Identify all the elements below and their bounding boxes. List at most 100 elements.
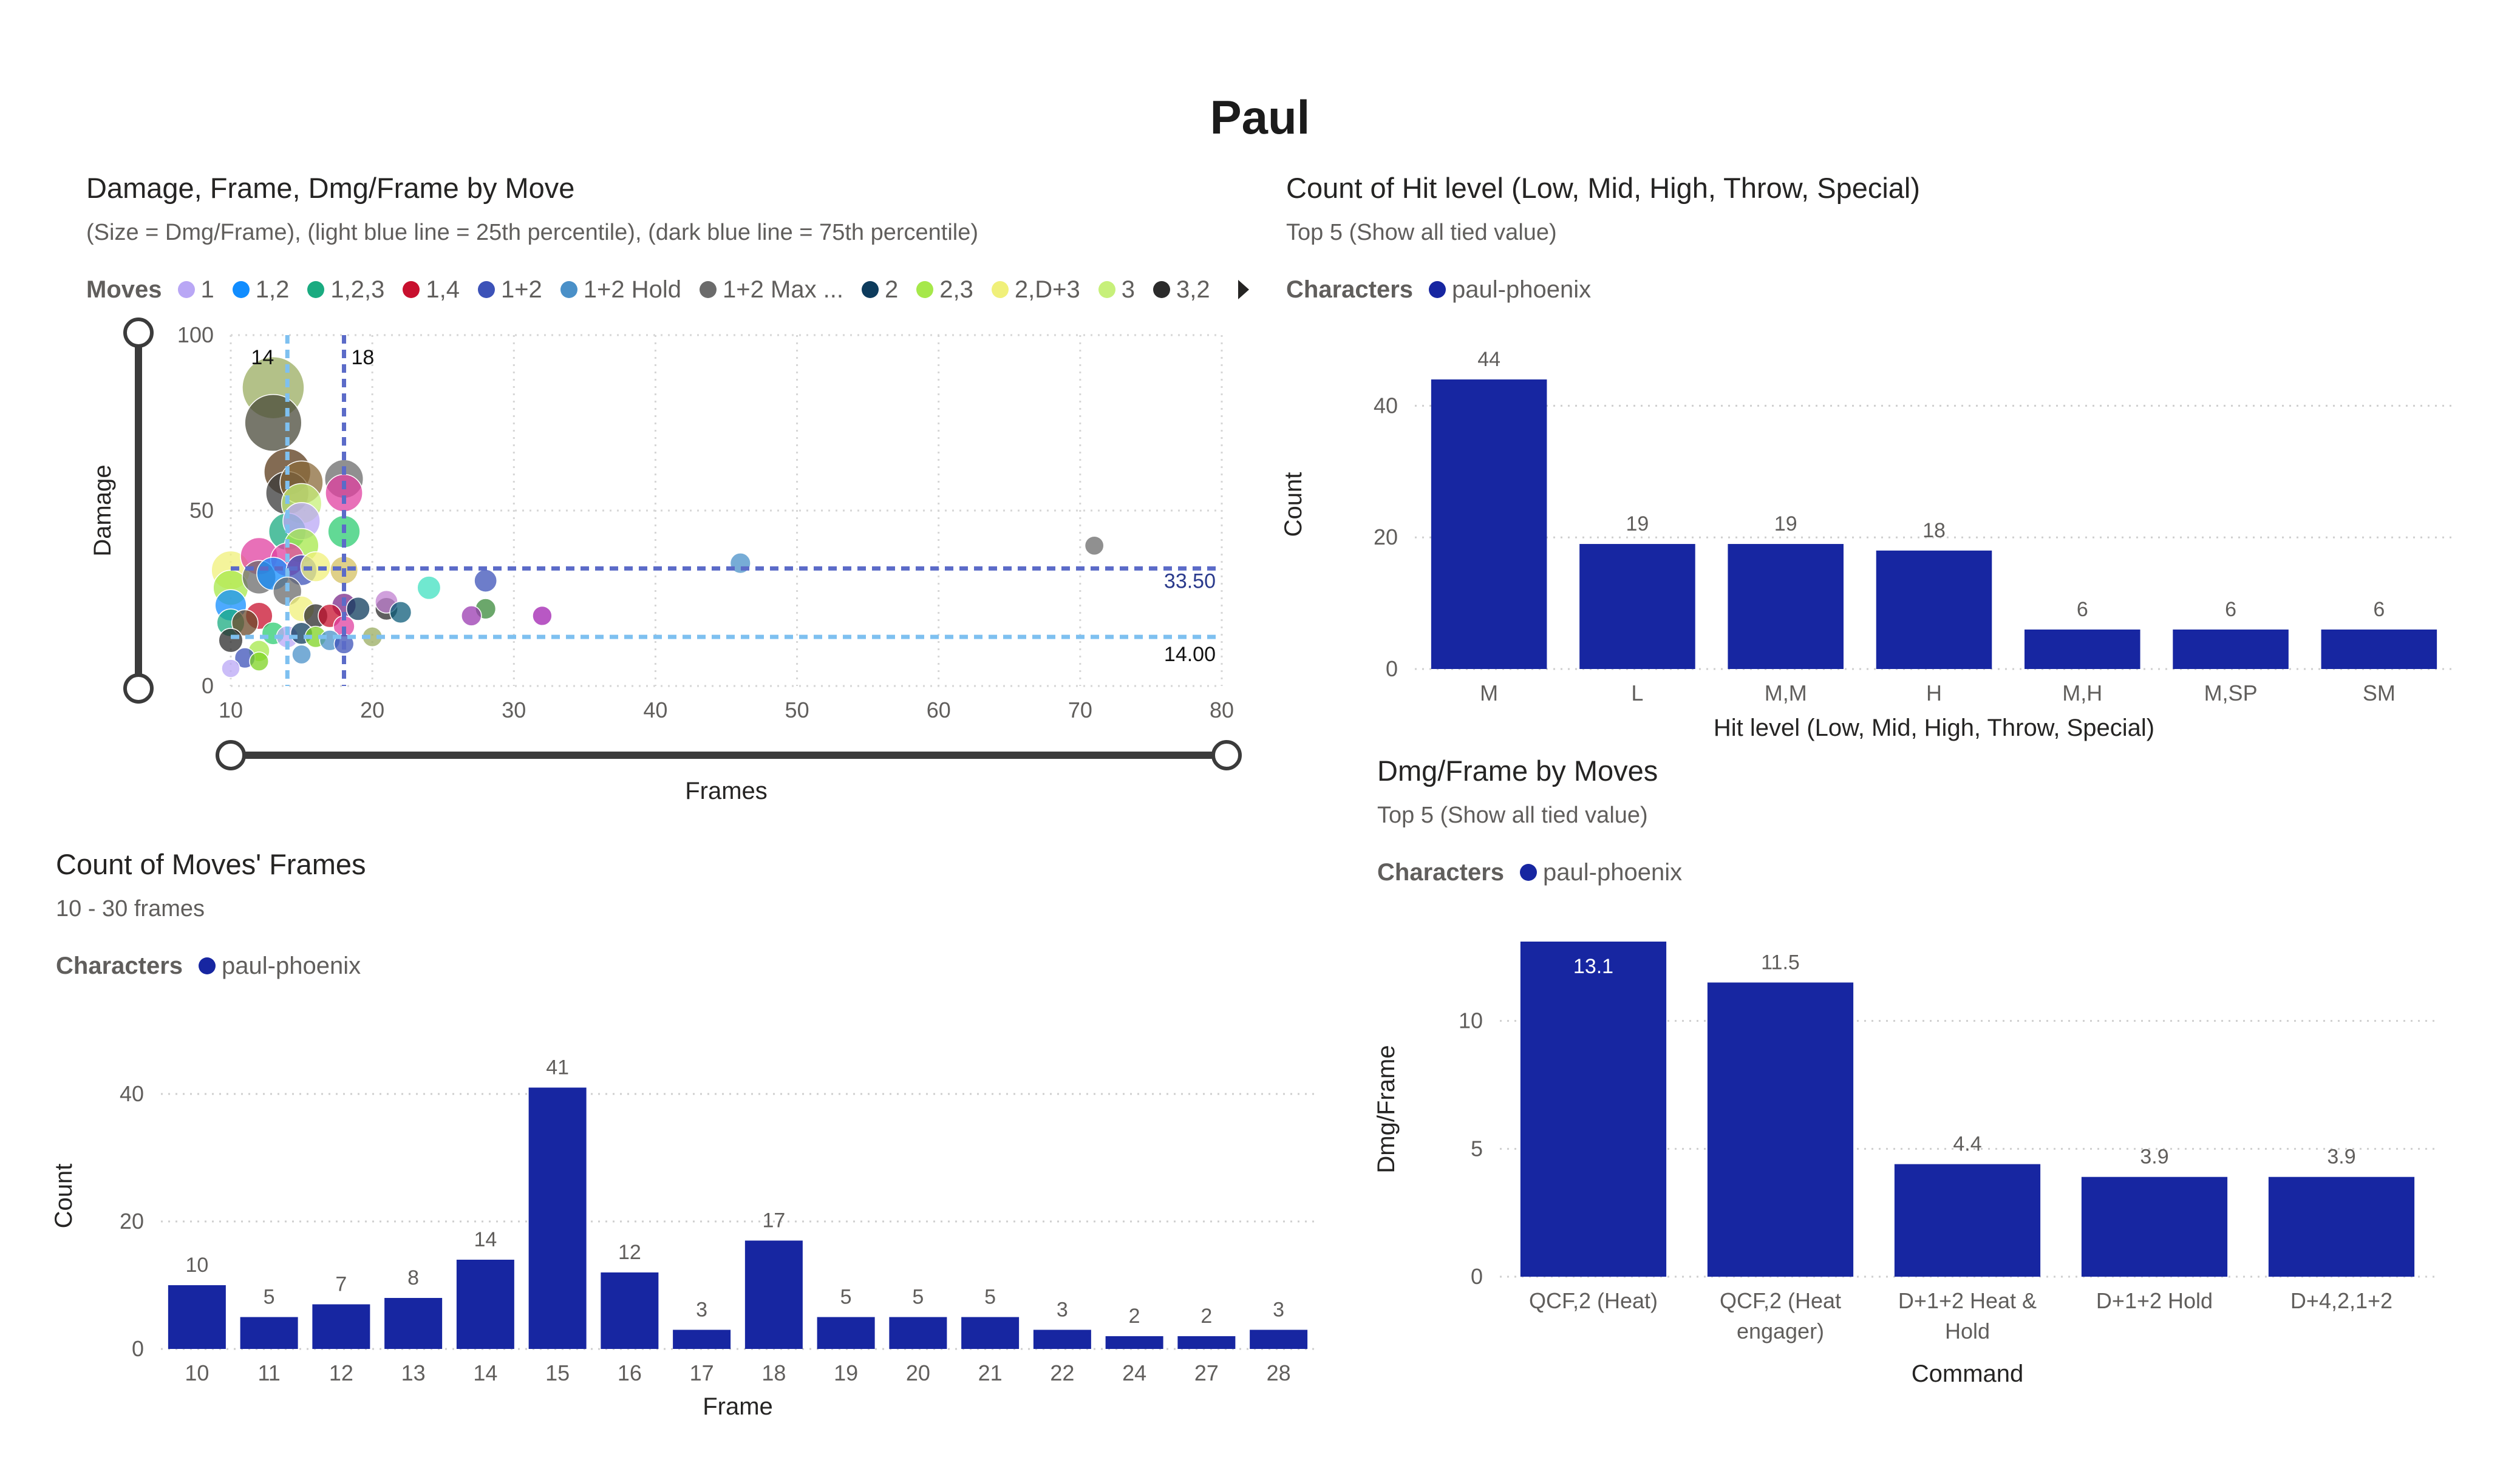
scatter-point — [532, 605, 553, 627]
y-axis-title: Count — [50, 1164, 77, 1229]
legend-item[interactable]: 1+2 — [477, 276, 542, 304]
bar — [1579, 544, 1695, 669]
data-label: 2 — [1200, 1305, 1212, 1328]
bar — [1250, 1330, 1308, 1349]
x-tick-label: 27 — [1194, 1360, 1219, 1385]
bar — [889, 1317, 947, 1349]
x-tick-label: 10 — [185, 1360, 209, 1385]
scatter-point — [221, 659, 240, 678]
legend-item[interactable]: 3 — [1098, 276, 1135, 304]
dmgframe-chart-subtitle: Top 5 (Show all tied value) — [1377, 803, 1648, 828]
y-axis-title: Dmg/Frame — [1373, 1045, 1400, 1173]
hitlevel-legend: Characters paul-phoenix — [1286, 274, 1591, 305]
legend-item[interactable]: 1+2 Max ... — [700, 276, 843, 304]
frames-chart-title: Count of Moves' Frames — [56, 848, 366, 880]
x-tick-label: D+4,2,1+2 — [2290, 1288, 2392, 1313]
bar — [1707, 982, 1854, 1277]
x-tick-label: D+1+2 Hold — [2096, 1288, 2213, 1313]
data-label: 19 — [1774, 512, 1797, 535]
bar — [312, 1304, 370, 1349]
legend-item[interactable]: 1,2 — [232, 276, 289, 304]
legend-title: Characters — [56, 952, 183, 979]
bar — [384, 1298, 443, 1349]
x-tick-label: 24 — [1122, 1360, 1146, 1385]
data-label: 6 — [2373, 598, 2385, 621]
bar — [1431, 379, 1547, 669]
x-tick-label: 15 — [545, 1360, 570, 1385]
legend-marker — [700, 281, 717, 298]
x-tick-label: 40 — [643, 698, 667, 722]
legend-marker — [916, 281, 934, 298]
scatter-point — [417, 576, 441, 600]
y-tick-label: 0 — [1471, 1264, 1483, 1289]
x-tick-label: 21 — [978, 1360, 1003, 1385]
y-tick-label: 20 — [120, 1209, 144, 1234]
legend-label: 3,2 — [1176, 276, 1210, 303]
x-tick-label: 50 — [785, 698, 809, 722]
legend-item[interactable]: 1 — [177, 276, 214, 304]
legend-marker — [477, 281, 495, 298]
legend-label: 1+2 Hold — [583, 276, 682, 303]
slider-handle[interactable] — [123, 318, 154, 348]
scatter-chart: 10 20 30 40 50 60 70 80 0 50 100 14 18 33.50 14.00 Fram… — [89, 318, 1242, 804]
x-tick-label: 14 — [473, 1360, 497, 1385]
legend-item[interactable]: 2 — [862, 276, 898, 304]
slider-handle[interactable] — [216, 740, 246, 770]
x-zoom-slider[interactable] — [216, 740, 1242, 770]
data-label: 8 — [407, 1266, 419, 1289]
x-tick-label: M,H — [2062, 681, 2102, 705]
legend-item[interactable]: 1,2,3 — [307, 276, 384, 304]
y-tick-label: 0 — [202, 673, 214, 698]
legend-title: Characters — [1377, 858, 1505, 886]
scatter-legend: Moves 1 1,2 1,2,3 1,4 1+2 1+2 Hold 1+2 Max ...… — [86, 274, 1249, 305]
bar — [1520, 942, 1667, 1277]
x-tick-label: engager) — [1737, 1319, 1824, 1343]
percentile-label: 14.00 — [1164, 643, 1216, 666]
data-label: 13.1 — [1573, 955, 1613, 978]
frames-chart-subtitle: 10 - 30 frames — [56, 896, 205, 922]
data-label: 19 — [1626, 512, 1649, 535]
scatter-chart-title: Damage, Frame, Dmg/Frame by Move — [86, 172, 575, 204]
y-tick-label: 0 — [1386, 656, 1398, 681]
legend-marker — [1429, 281, 1446, 298]
legend-item[interactable]: 2,3 — [916, 276, 973, 304]
x-tick-label: 12 — [329, 1360, 353, 1385]
legend-label: 1,2,3 — [330, 276, 385, 303]
x-tick-label: QCF,2 (Heat — [1720, 1288, 1841, 1313]
y-zoom-slider[interactable] — [123, 318, 154, 704]
slider-handle[interactable] — [123, 673, 154, 704]
y-axis-title: Count — [1280, 472, 1307, 537]
data-label: 11.5 — [1761, 951, 1800, 974]
legend-item[interactable]: 1+2 Hold — [560, 276, 681, 304]
legend-item[interactable]: 2,D+3 — [991, 276, 1080, 304]
scatter-point — [218, 628, 243, 653]
legend-marker — [232, 281, 250, 298]
data-label: 44 — [1477, 348, 1500, 371]
legend-item[interactable]: 3,2 — [1153, 276, 1210, 304]
bar — [456, 1260, 514, 1349]
legend-label: 1,4 — [426, 276, 460, 303]
y-axis-title: Damage — [89, 464, 116, 556]
y-tick-label: 100 — [177, 322, 214, 347]
legend-marker — [307, 281, 325, 298]
y-tick-label: 0 — [132, 1336, 144, 1361]
data-label: 3.9 — [2140, 1146, 2168, 1169]
data-label: 7 — [335, 1273, 347, 1296]
data-label: 10 — [185, 1254, 208, 1277]
bar — [673, 1330, 731, 1349]
bar — [2025, 629, 2140, 669]
slider-handle[interactable] — [1211, 740, 1242, 770]
legend-item[interactable]: 1,4 — [403, 276, 460, 304]
x-tick-label: QCF,2 (Heat) — [1529, 1288, 1658, 1313]
legend-title: Characters — [1286, 276, 1414, 303]
y-tick-label: 40 — [120, 1081, 144, 1106]
legend-next-arrow-icon[interactable] — [1238, 280, 1249, 299]
y-tick-label: 5 — [1471, 1136, 1483, 1161]
x-tick-label: 20 — [906, 1360, 930, 1385]
legend-marker — [403, 281, 420, 298]
data-label: 6 — [2225, 598, 2236, 621]
hitlevel-chart-title: Count of Hit level (Low, Mid, High, Thro… — [1286, 172, 1921, 204]
data-label: 5 — [912, 1286, 924, 1309]
x-tick-label: Hold — [1945, 1319, 1990, 1343]
dmgframe-legend: Characters paul-phoenix — [1377, 857, 1682, 888]
